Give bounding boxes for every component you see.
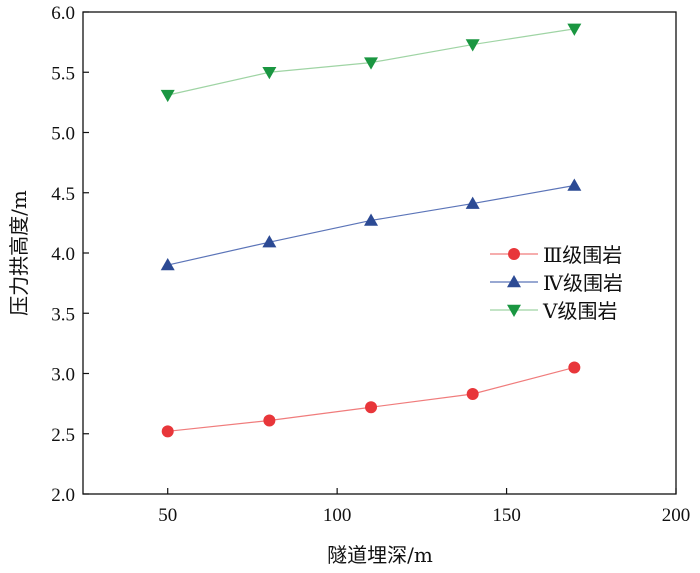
- y-tick-label: 4.5: [51, 184, 75, 205]
- series-2: [160, 178, 582, 271]
- x-tick-label: 150: [492, 505, 521, 526]
- legend-item: Ⅲ级围岩: [490, 243, 622, 267]
- data-point: [160, 258, 175, 271]
- y-tick-label: 6.0: [51, 3, 75, 24]
- series-line: [167, 366, 575, 432]
- data-point: [465, 39, 480, 52]
- series-1: [161, 361, 581, 438]
- y-tick-label: 3.0: [51, 365, 75, 386]
- data-point: [364, 57, 379, 70]
- data-point: [364, 213, 379, 226]
- data-point: [465, 196, 480, 209]
- data-point: [568, 361, 581, 374]
- legend-label: Ⅲ级围岩: [543, 243, 622, 267]
- legend-label: Ⅴ级围岩: [542, 299, 617, 323]
- data-point: [161, 425, 174, 438]
- x-tick-label: 50: [158, 505, 177, 526]
- series-3: [160, 23, 582, 103]
- y-tick-label: 5.5: [51, 63, 75, 84]
- y-tick-label: 3.5: [51, 304, 75, 325]
- legend-marker: [507, 304, 521, 317]
- data-point: [567, 23, 582, 36]
- data-point: [466, 387, 479, 400]
- data-point: [262, 235, 277, 248]
- data-point: [365, 401, 378, 414]
- x-axis-label: 隧道埋深/m: [327, 543, 433, 567]
- legend-item: Ⅴ级围岩: [490, 299, 617, 323]
- legend-marker: [507, 275, 521, 288]
- y-tick-label: 2.5: [51, 425, 75, 446]
- y-tick-label: 5.0: [51, 124, 75, 145]
- y-tick-label: 2.0: [51, 485, 75, 506]
- x-tick-label: 100: [323, 505, 352, 526]
- legend-marker: [508, 248, 520, 260]
- data-point: [263, 414, 276, 427]
- y-tick-label: 4.0: [51, 244, 75, 265]
- data-point: [567, 178, 582, 191]
- x-tick-label: 200: [662, 505, 691, 526]
- legend-item: Ⅳ级围岩: [490, 271, 623, 295]
- y-axis-label: 压力拱高度/m: [7, 190, 31, 316]
- data-point: [262, 67, 277, 80]
- data-point: [160, 89, 175, 103]
- legend-label: Ⅳ级围岩: [543, 271, 623, 295]
